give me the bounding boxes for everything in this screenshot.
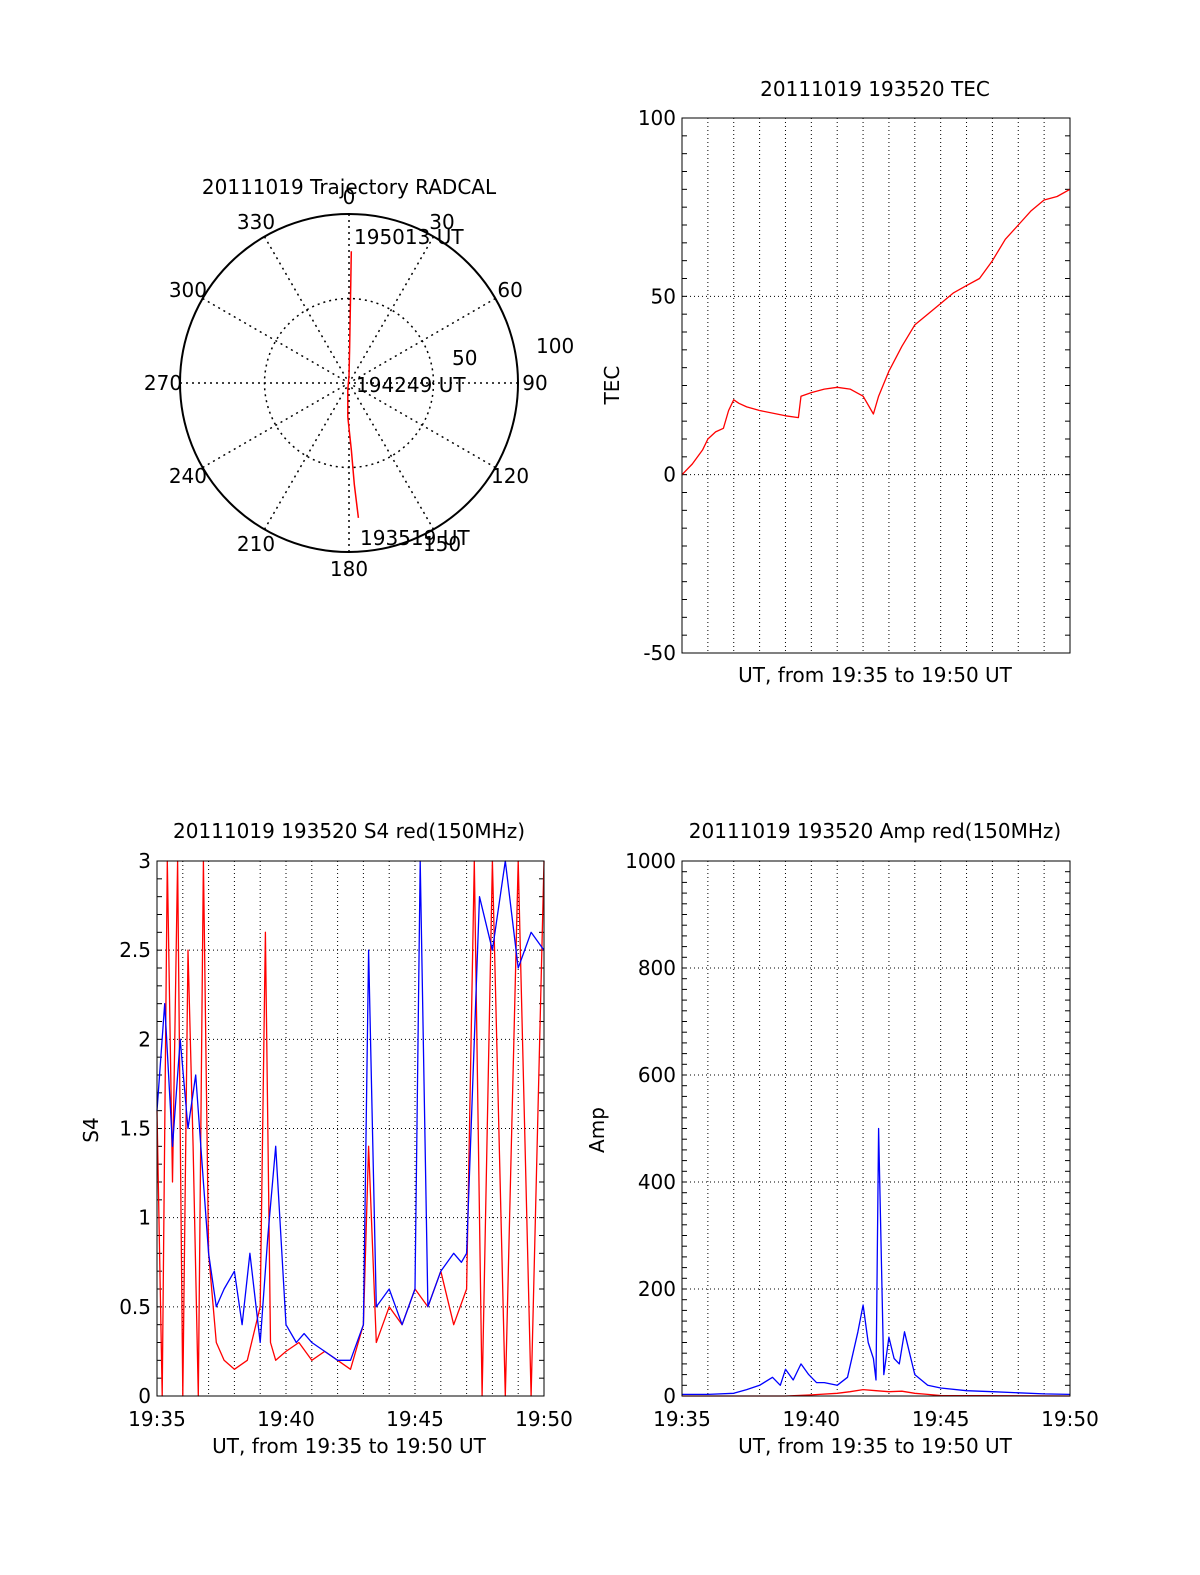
polar-angle-labels: 0 30 60 90 120 150 180 210 240 270 300 330 [144,185,548,581]
tec-xlabel: UT, from 19:35 to 19:50 UT [738,663,1013,687]
amp-title: 20111019 193520 Amp red(150MHz) [689,819,1061,843]
y-tick-label: 200 [638,1277,676,1301]
polar-angle-label: 180 [330,557,368,581]
polar-radius-label-50: 50 [452,346,477,370]
y-tick-label: 600 [638,1063,676,1087]
polar-angle-label: 120 [491,464,529,488]
x-tick-label: 19:40 [783,1407,841,1431]
polar-mid-label: 194249 UT [356,373,466,397]
series-line-blue [682,1127,1071,1396]
y-tick-label: 0 [663,463,676,487]
s4-x-tick-labels: 19:35 19:40 19:45 19:50 [128,1407,573,1431]
amp-ylabel: Amp [585,1107,609,1153]
s4-ylabel: S4 [79,1117,103,1142]
s4-title: 20111019 193520 S4 red(150MHz) [173,819,525,843]
polar-angle-label: 0 [343,185,356,209]
x-tick-label: 19:50 [515,1407,573,1431]
s4-y-tick-labels: 3 2.5 2 1.5 1 0.5 0 [119,849,151,1408]
tec-chart: 20111019 193520 TEC UT, from 19:35 to 19… [600,77,1071,687]
polar-title: 20111019 Trajectory RADCAL [202,175,497,199]
x-tick-label: 19:35 [653,1407,711,1431]
tec-series [681,188,1071,476]
series-line-blue [156,860,545,1361]
y-tick-label: -50 [643,641,676,665]
s4-plot-frame [156,860,545,1397]
tec-ylabel: TEC [600,366,624,406]
y-tick-label: 0.5 [119,1295,151,1319]
polar-end-label: 195013 UT [354,225,464,249]
series-line-TEC [681,188,1071,476]
polar-angle-label: 270 [144,371,182,395]
y-tick-label: 2.5 [119,938,151,962]
y-tick-label: 1000 [625,849,676,873]
polar-trajectory-line [347,251,360,518]
s4-grid [157,861,544,1396]
amp-x-tick-labels: 19:35 19:40 19:45 19:50 [653,1407,1099,1431]
polar-angle-label: 210 [237,532,275,556]
tec-plot-frame [681,117,1071,654]
polar-angle-label: 60 [497,278,522,302]
y-tick-label: 800 [638,956,676,980]
y-tick-label: 1.5 [119,1117,151,1141]
s4-series [156,860,545,1397]
s4-xlabel: UT, from 19:35 to 19:50 UT [212,1434,487,1458]
amp-y-tick-labels: 1000 800 600 400 200 0 [625,849,676,1408]
y-tick-label: 50 [651,284,676,308]
y-tick-label: 0 [663,1384,676,1408]
amp-series [682,1127,1071,1397]
x-tick-label: 19:45 [386,1407,444,1431]
tec-grid [682,118,1070,653]
tec-y-tick-labels: 100 50 0 -50 [638,106,676,665]
x-tick-label: 19:45 [912,1407,970,1431]
s4-chart: 20111019 193520 S4 red(150MHz) UT, from … [79,819,573,1458]
polar-angle-label: 30 [429,210,454,234]
amp-plot-frame [681,860,1071,1397]
polar-radius-label-100: 100 [536,334,574,358]
tec-title: 20111019 193520 TEC [760,77,990,101]
y-tick-label: 3 [138,849,151,873]
amp-minor-ticks [682,871,1070,1386]
series-line-red [682,1388,1071,1397]
y-tick-label: 0 [138,1384,151,1408]
y-tick-label: 1 [138,1206,151,1230]
polar-angle-label: 240 [169,464,207,488]
y-tick-label: 100 [638,106,676,130]
y-tick-label: 2 [138,1027,151,1051]
x-tick-label: 19:50 [1041,1407,1099,1431]
polar-chart: 20111019 Trajectory RADCAL 0 30 60 90 120 150… [144,175,574,581]
tec-minor-ticks [682,135,1070,636]
polar-angle-label: 90 [522,371,547,395]
polar-angle-label: 150 [423,532,461,556]
polar-angle-label: 300 [169,278,207,302]
x-tick-label: 19:35 [128,1407,186,1431]
x-tick-label: 19:40 [257,1407,315,1431]
polar-angle-label: 330 [237,210,275,234]
amp-grid [682,861,1070,1396]
y-tick-label: 400 [638,1170,676,1194]
amp-chart: 20111019 193520 Amp red(150MHz) UT, from… [585,819,1099,1458]
amp-xlabel: UT, from 19:35 to 19:50 UT [738,1434,1013,1458]
polar-start-label: 193519 UT [360,526,470,550]
